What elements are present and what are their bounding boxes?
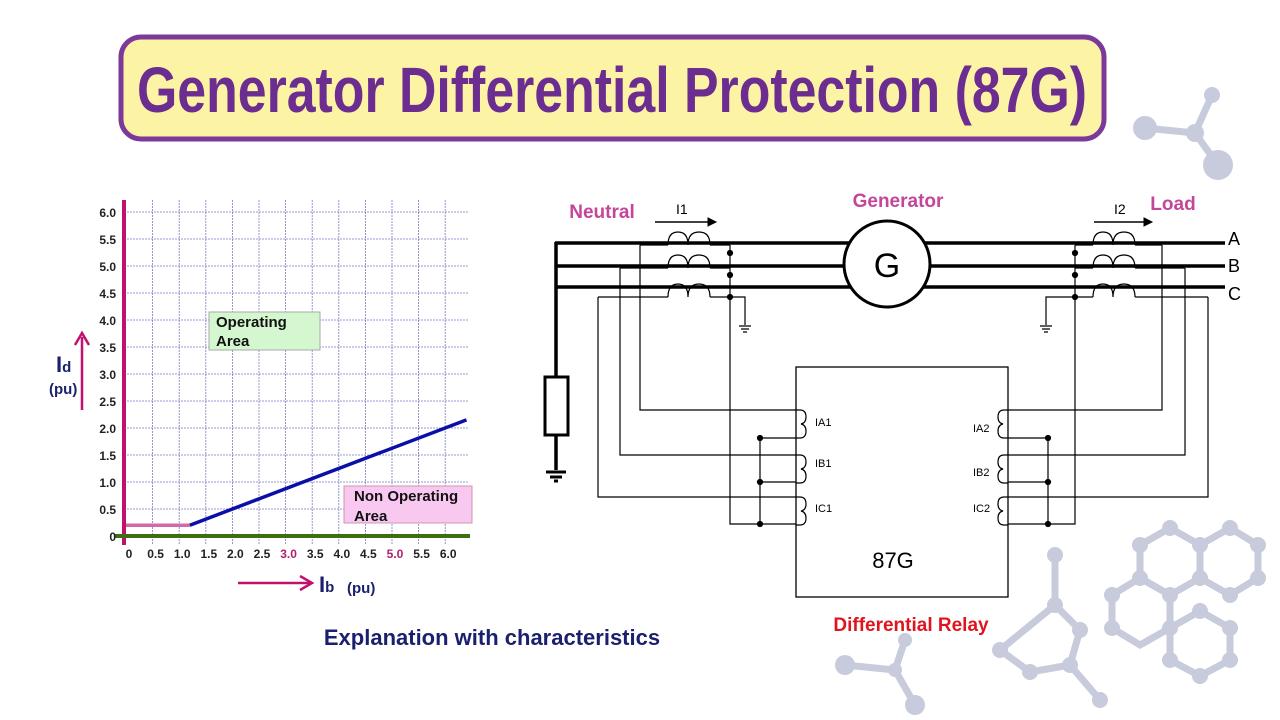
neutral-resistor [543, 375, 570, 437]
y-axis-label: Id [56, 352, 71, 377]
x-axis-label: Ib [319, 572, 334, 597]
coil-ib2-label: IB2 [973, 467, 990, 479]
y-tick-label: 2.5 [99, 395, 116, 409]
characteristic-chart: Operating Area Non Operating Area 0 0.5 1.… [49, 200, 473, 597]
x-tick-label: 3.0 [280, 547, 297, 561]
x-tick-label: 0.5 [147, 547, 164, 561]
x-tick-label: 3.5 [307, 547, 324, 561]
caption: Explanation with characteristics [324, 625, 660, 650]
phase-c-label: C [1228, 284, 1241, 304]
characteristic-line [189, 418, 468, 527]
relay-number: 87G [872, 548, 914, 573]
x-tick-label: 5.0 [387, 547, 404, 561]
circuit-diagram: Neutral Generator Load I1 I2 A B C G [543, 191, 1241, 636]
generator-symbol [842, 219, 932, 309]
coil-ic2-label: IC2 [973, 503, 990, 515]
coil-ib1-label: IB1 [815, 458, 832, 470]
phase-a-label: A [1228, 229, 1240, 249]
y-tick-label: 1.5 [99, 449, 116, 463]
current-transformers-neutral-side [597, 231, 796, 525]
title-banner: Generator Differential Protection (87G) [118, 34, 1107, 142]
non-operating-area-label-1: Non Operating [354, 488, 458, 505]
x-tick-label: 4.0 [333, 547, 350, 561]
title-box [118, 34, 1107, 142]
differential-relay-label: Differential Relay [833, 615, 989, 636]
y-tick-label: 5.0 [99, 260, 116, 274]
x-tick-label: 6.0 [440, 547, 457, 561]
y-tick-label: 2.0 [99, 422, 116, 436]
y-tick-label: 0 [109, 530, 116, 544]
x-tick-label: 5.5 [413, 547, 430, 561]
x-tick-label: 1.5 [200, 547, 217, 561]
current-transformers-load-side [1008, 231, 1209, 525]
ground-icon [546, 470, 566, 483]
y-tick-label: 0.5 [99, 503, 116, 517]
operating-area-label-1: Operating [216, 314, 287, 331]
x-tick-label: 2.5 [254, 547, 271, 561]
coil-ia1-label: IA1 [815, 417, 832, 429]
x-tick-label: 1.0 [174, 547, 191, 561]
y-tick-label: 3.0 [99, 368, 116, 382]
y-tick-label: 5.5 [99, 233, 116, 247]
y-tick-label: 4.5 [99, 287, 116, 301]
molecule-decoration-icon [835, 87, 1266, 715]
x-tick-label: 0 [126, 547, 133, 561]
non-operating-area-box [343, 485, 473, 524]
y-tick-label: 1.0 [99, 476, 116, 490]
x-tick-label: 4.5 [360, 547, 377, 561]
generator-symbol-letter: G [874, 247, 900, 285]
y-tick-label: 6.0 [99, 206, 116, 220]
x-tick-label: 2.0 [227, 547, 244, 561]
current-i1-label: I1 [676, 201, 688, 217]
chart-grid [124, 200, 468, 545]
operating-area-label-2: Area [216, 333, 250, 350]
load-label: Load [1150, 194, 1195, 215]
generator-label: Generator [853, 191, 944, 212]
phase-b-label: B [1228, 256, 1240, 276]
coil-ia2-label: IA2 [973, 423, 990, 435]
y-tick-label: 4.0 [99, 314, 116, 328]
operating-area-box [208, 311, 321, 351]
neutral-label: Neutral [569, 202, 634, 223]
x-axis-unit: (pu) [347, 580, 375, 597]
coil-ic1-label: IC1 [815, 503, 832, 515]
y-tick-label: 3.5 [99, 341, 116, 355]
y-axis-unit: (pu) [49, 381, 77, 398]
non-operating-area-label-2: Area [354, 508, 388, 525]
current-i2-label: I2 [1114, 201, 1126, 217]
page-title: Generator Differential Protection (87G) [137, 54, 1087, 126]
relay-coils [756, 409, 1052, 528]
